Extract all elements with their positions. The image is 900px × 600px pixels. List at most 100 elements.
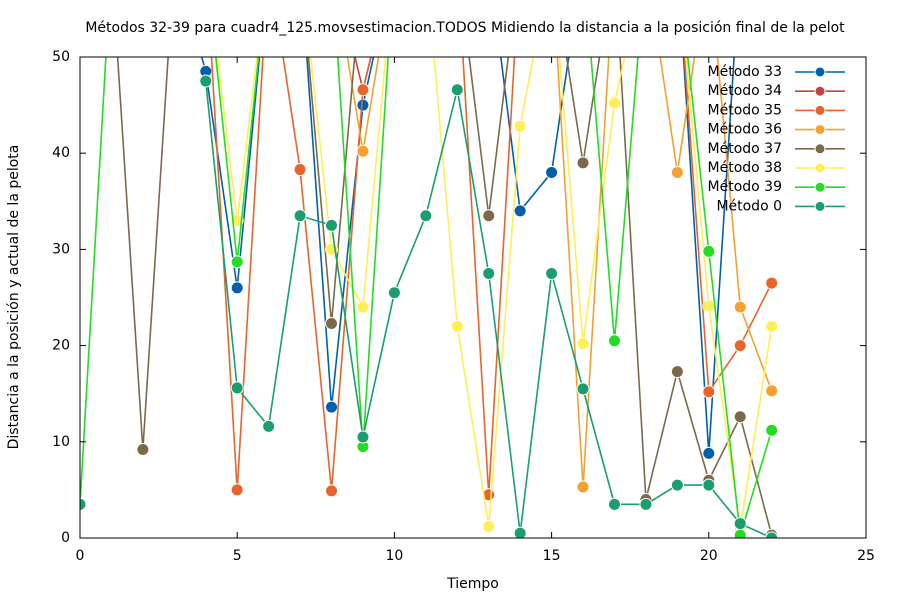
series-line — [346, 57, 773, 488]
y-tick-label: 10 — [52, 434, 70, 450]
data-point — [702, 478, 716, 492]
data-point — [765, 384, 779, 398]
y-tick-label: 0 — [61, 530, 70, 546]
legend-marker — [814, 85, 826, 97]
data-point — [576, 156, 590, 170]
x-tick-label: 20 — [700, 548, 718, 564]
data-point — [733, 339, 747, 353]
legend-label: Método 33 — [708, 64, 782, 80]
data-point — [356, 83, 370, 97]
series-line — [80, 57, 773, 536]
data-point — [356, 98, 370, 112]
legend-label: Método 0 — [716, 198, 782, 214]
x-tick-label: 0 — [76, 548, 85, 564]
data-point — [482, 519, 496, 533]
data-point — [639, 497, 653, 511]
series-line — [204, 80, 773, 538]
x-tick-label: 10 — [385, 548, 403, 564]
legend-marker — [814, 143, 826, 155]
series-line — [354, 57, 372, 90]
data-point — [450, 319, 464, 333]
data-point — [293, 209, 307, 223]
data-point — [230, 483, 244, 497]
x-tick-label: 25 — [857, 548, 875, 564]
data-point — [325, 316, 339, 330]
legend-marker — [814, 200, 826, 212]
data-point — [419, 209, 433, 223]
data-point — [513, 204, 527, 218]
y-tick-label: 40 — [52, 145, 70, 161]
data-point — [670, 478, 684, 492]
data-point — [513, 526, 527, 538]
chart-title: Métodos 32-39 para cuadr4_125.movsestima… — [85, 20, 845, 36]
data-point — [765, 423, 779, 437]
data-point — [702, 385, 716, 399]
data-point — [80, 497, 87, 511]
legend-marker — [814, 162, 826, 174]
data-point — [607, 334, 621, 348]
data-point — [545, 165, 559, 179]
data-point — [670, 165, 684, 179]
y-tick-label: 50 — [52, 49, 70, 65]
data-point — [262, 419, 276, 433]
data-point — [356, 430, 370, 444]
plot-area — [80, 57, 779, 538]
data-point — [356, 144, 370, 158]
data-point — [702, 244, 716, 258]
data-point — [230, 255, 244, 269]
series-line — [116, 57, 773, 536]
legend-marker — [814, 104, 826, 116]
data-point — [136, 442, 150, 456]
legend-marker — [814, 124, 826, 136]
data-point — [576, 480, 590, 494]
data-point — [733, 410, 747, 424]
series-line — [200, 57, 735, 454]
legend-marker — [814, 66, 826, 78]
data-point — [293, 163, 307, 177]
data-point — [576, 337, 590, 351]
data-point — [670, 365, 684, 379]
x-axis-label: Tiempo — [446, 576, 499, 592]
data-point — [199, 74, 213, 88]
data-point — [702, 299, 716, 313]
legend-label: Método 38 — [708, 160, 782, 176]
data-point — [733, 517, 747, 531]
legend-label: Método 36 — [708, 122, 783, 138]
x-tick-label: 5 — [233, 548, 242, 564]
data-point — [482, 266, 496, 280]
data-point — [576, 382, 590, 396]
data-point — [387, 286, 401, 300]
plot-frame — [79, 56, 867, 539]
data-point — [230, 381, 244, 395]
data-point — [607, 497, 621, 511]
y-axis-label: Distancia a la posición y actual de la p… — [6, 145, 22, 450]
data-point — [765, 319, 779, 333]
data-point — [230, 214, 244, 228]
data-point — [325, 218, 339, 232]
y-tick-label: 20 — [52, 338, 70, 354]
series-line — [216, 57, 773, 529]
x-tick-label: 15 — [543, 548, 561, 564]
data-point — [513, 119, 527, 133]
data-point — [765, 276, 779, 290]
y-tick-label: 30 — [52, 241, 70, 257]
data-point — [325, 400, 339, 414]
data-point — [325, 484, 339, 498]
data-point — [765, 531, 779, 538]
data-point — [733, 300, 747, 314]
data-point — [230, 281, 244, 295]
data-point — [702, 446, 716, 460]
data-point — [356, 300, 370, 314]
legend-marker — [814, 181, 826, 193]
data-point — [607, 96, 621, 110]
legend-label: Método 37 — [708, 141, 782, 157]
legend-label: Método 34 — [708, 83, 783, 99]
data-point — [545, 266, 559, 280]
data-point — [450, 83, 464, 97]
data-point — [482, 209, 496, 223]
legend-label: Método 39 — [708, 179, 782, 195]
data-point — [733, 528, 747, 538]
legend-label: Método 35 — [708, 102, 782, 118]
series-line — [210, 57, 773, 495]
